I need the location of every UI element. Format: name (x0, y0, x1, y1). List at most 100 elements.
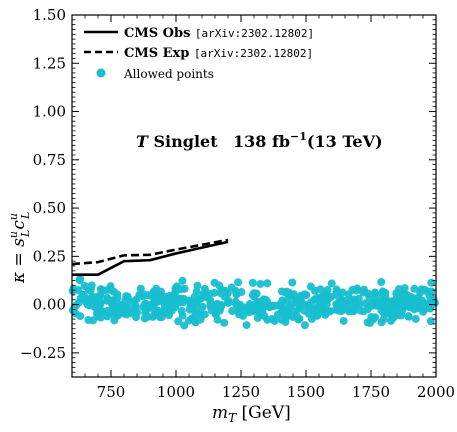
y-axis-label: κ = suLcuL (7, 212, 32, 284)
allowed-point (231, 286, 240, 295)
allowed-point (363, 318, 372, 327)
x-tick-label: 1250 (222, 383, 260, 401)
allowed-point (234, 306, 243, 315)
allowed-point (133, 308, 142, 317)
allowed-point (341, 298, 350, 307)
cms-obs-line (72, 240, 229, 276)
allowed-point (410, 284, 419, 293)
allowed-point (380, 296, 389, 305)
allowed-point (316, 285, 325, 294)
allowed-point (180, 284, 189, 293)
allowed-point (332, 300, 341, 309)
allowed-point (68, 286, 77, 295)
allowed-point (420, 285, 429, 294)
allowed-point (276, 302, 285, 311)
allowed-point (80, 281, 89, 290)
allowed-point (210, 288, 219, 297)
allowed-point (339, 316, 348, 325)
allowed-point (123, 292, 132, 301)
y-tick-label: 0.75 (33, 151, 66, 169)
allowed-point (210, 278, 219, 287)
allowed-point (404, 312, 413, 321)
allowed-point (294, 315, 303, 324)
legend: CMS Obs [arXiv:2302.12802] CMS Exp [arXi… (84, 26, 314, 81)
allowed-point (217, 301, 226, 310)
allowed-point (348, 285, 357, 294)
allowed-point (386, 316, 395, 325)
allowed-point (185, 296, 194, 305)
allowed-point (172, 282, 181, 291)
allowed-point (411, 314, 420, 323)
allowed-point (129, 297, 138, 306)
allowed-point (269, 301, 278, 310)
allowed-point (237, 288, 246, 297)
allowed-point (193, 281, 202, 290)
x-tick-label: 2000 (417, 383, 455, 401)
allowed-point (168, 291, 177, 300)
allowed-point (194, 296, 203, 305)
allowed-point (245, 308, 254, 317)
allowed-point (123, 304, 132, 313)
allowed-point (191, 318, 200, 327)
allowed-point (407, 295, 416, 304)
legend-allowed-marker (96, 68, 106, 78)
allowed-point (420, 299, 429, 308)
allowed-point (177, 307, 186, 316)
allowed-point (364, 289, 373, 298)
limit-lines (71, 238, 229, 276)
allowed-point (76, 274, 85, 283)
allowed-point (248, 291, 257, 300)
allowed-point (306, 282, 315, 291)
allowed-point (88, 299, 97, 308)
allowed-point (313, 311, 322, 320)
allowed-point (220, 318, 229, 327)
allowed-point (284, 311, 293, 320)
x-axis-label: mT [GeV] (212, 403, 291, 425)
allowed-point (282, 297, 291, 306)
allowed-point (192, 287, 201, 296)
allowed-point (198, 302, 207, 311)
allowed-point (156, 313, 165, 322)
legend-exp-label: CMS Exp [arXiv:2302.12802] (124, 46, 313, 61)
model-annotation: T Singlet (136, 132, 218, 151)
allowed-point (159, 297, 168, 306)
allowed-point (228, 307, 237, 315)
allowed-point (136, 284, 145, 293)
allowed-point (324, 294, 333, 303)
allowed-point (213, 315, 222, 324)
y-tick-label: −0.25 (20, 344, 66, 362)
allowed-point (152, 294, 161, 303)
allowed-point (76, 312, 85, 321)
axis-ticks: 750 1000 1250 1500 1750 2000 −0.25 0.00 0.25 0.50… (20, 6, 455, 401)
y-tick-label: 0.50 (33, 199, 66, 217)
allowed-point (84, 316, 93, 324)
allowed-point (115, 309, 124, 318)
allowed-point (141, 299, 150, 308)
allowed-point (256, 279, 265, 288)
allowed-point (277, 308, 286, 317)
x-tick-label: 1000 (157, 383, 195, 401)
allowed-point (285, 289, 294, 298)
allowed-point (300, 321, 309, 330)
allowed-point (86, 285, 95, 294)
x-tick-label: 1750 (352, 383, 390, 401)
allowed-point (149, 287, 158, 296)
allowed-point (304, 302, 313, 311)
legend-obs-label: CMS Obs [arXiv:2302.12802] (124, 26, 314, 41)
allowed-point (327, 279, 336, 288)
allowed-point (116, 300, 125, 309)
allowed-point (349, 299, 358, 307)
allowed-point (206, 300, 215, 309)
allowed-point (139, 292, 148, 301)
allowed-point (248, 278, 257, 287)
allowed-point (201, 290, 210, 299)
allowed-point (178, 276, 187, 285)
y-tick-label: 1.00 (33, 103, 66, 121)
allowed-point (313, 293, 322, 302)
allowed-point (149, 302, 158, 311)
allowed-point (95, 294, 104, 303)
legend-allowed-label: Allowed points (123, 67, 214, 81)
allowed-point (263, 279, 272, 288)
allowed-point (180, 321, 189, 330)
